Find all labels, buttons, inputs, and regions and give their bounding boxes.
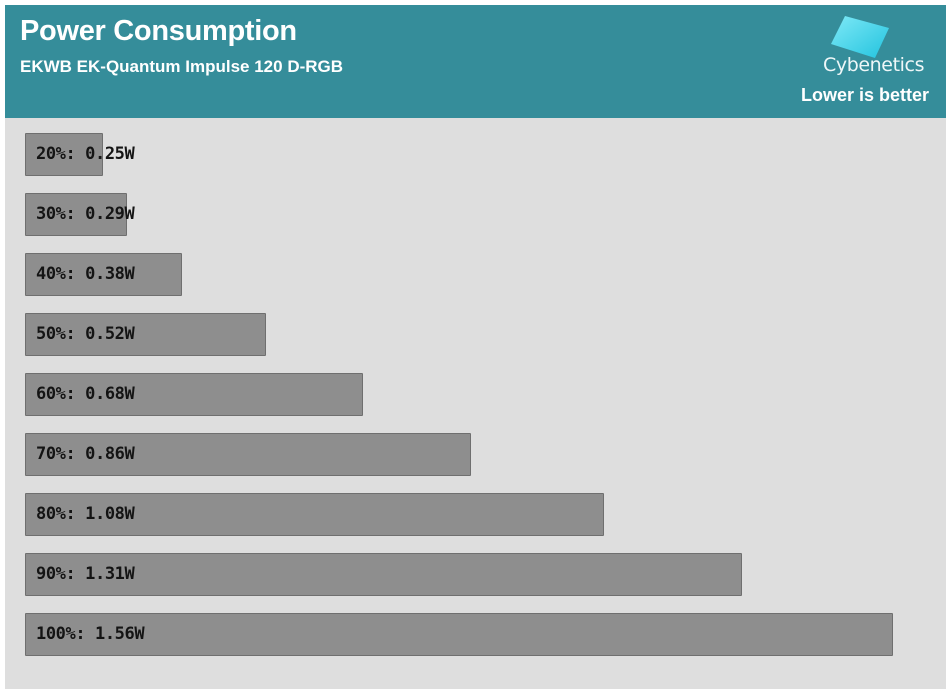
chart-title: Power Consumption	[20, 15, 297, 47]
bar-label: 20%: 0.25W	[36, 144, 135, 164]
bar-60pct	[25, 373, 363, 416]
plot-area: 20%: 0.25W 30%: 0.29W 40%: 0.38W 50%: 0.52W…	[5, 118, 946, 689]
brand-wordmark: Cybenetics	[823, 54, 925, 76]
bar-30pct	[25, 193, 128, 236]
chart-header: Power Consumption EKWB EK-Quantum Impuls…	[5, 5, 946, 118]
chart-subtitle: EKWB EK-Quantum Impulse 120 D-RGB	[20, 57, 344, 76]
bar-50pct	[25, 313, 267, 356]
chart-frame: Power Consumption EKWB EK-Quantum Impuls…	[5, 5, 946, 689]
bar-label: 40%: 0.38W	[36, 264, 135, 284]
bar-label: 80%: 1.08W	[36, 504, 135, 524]
bar-80pct	[25, 493, 604, 536]
cybenetics-logo-icon	[831, 16, 889, 58]
bar-20pct	[25, 133, 104, 176]
bar-label: 90%: 1.31W	[36, 564, 135, 584]
bar-40pct	[25, 253, 182, 296]
bar-label: 70%: 0.86W	[36, 444, 135, 464]
bar-label: 50%: 0.52W	[36, 324, 135, 344]
bar-90pct	[25, 553, 743, 596]
bar-label: 30%: 0.29W	[36, 204, 135, 224]
lower-is-better-note: Lower is better	[800, 85, 929, 105]
bar-100pct	[25, 613, 893, 656]
bar-70pct	[25, 433, 472, 476]
bar-label: 100%: 1.56W	[36, 624, 145, 644]
bar-label: 60%: 0.68W	[36, 384, 135, 404]
